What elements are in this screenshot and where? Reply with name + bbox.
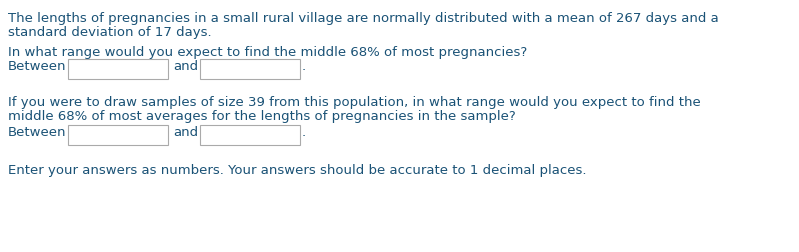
Text: middle 68% of most averages for the lengths of pregnancies in the sample?: middle 68% of most averages for the leng… [8,110,515,123]
FancyBboxPatch shape [200,125,300,145]
Text: The lengths of pregnancies in a small rural village are normally distributed wit: The lengths of pregnancies in a small ru… [8,12,719,25]
FancyBboxPatch shape [200,59,300,79]
Text: .: . [302,127,306,140]
Text: standard deviation of 17 days.: standard deviation of 17 days. [8,26,212,39]
FancyBboxPatch shape [68,125,168,145]
Text: Enter your answers as numbers. Your answers should be accurate to 1 decimal plac: Enter your answers as numbers. Your answ… [8,164,586,177]
Text: and: and [173,60,198,74]
Text: Between: Between [8,126,66,139]
Text: If you were to draw samples of size 39 from this population, in what range would: If you were to draw samples of size 39 f… [8,96,701,109]
Text: In what range would you expect to find the middle 68% of most pregnancies?: In what range would you expect to find t… [8,46,527,59]
FancyBboxPatch shape [68,59,168,79]
Text: .: . [302,60,306,74]
Text: and: and [173,127,198,140]
Text: Between: Between [8,60,66,73]
